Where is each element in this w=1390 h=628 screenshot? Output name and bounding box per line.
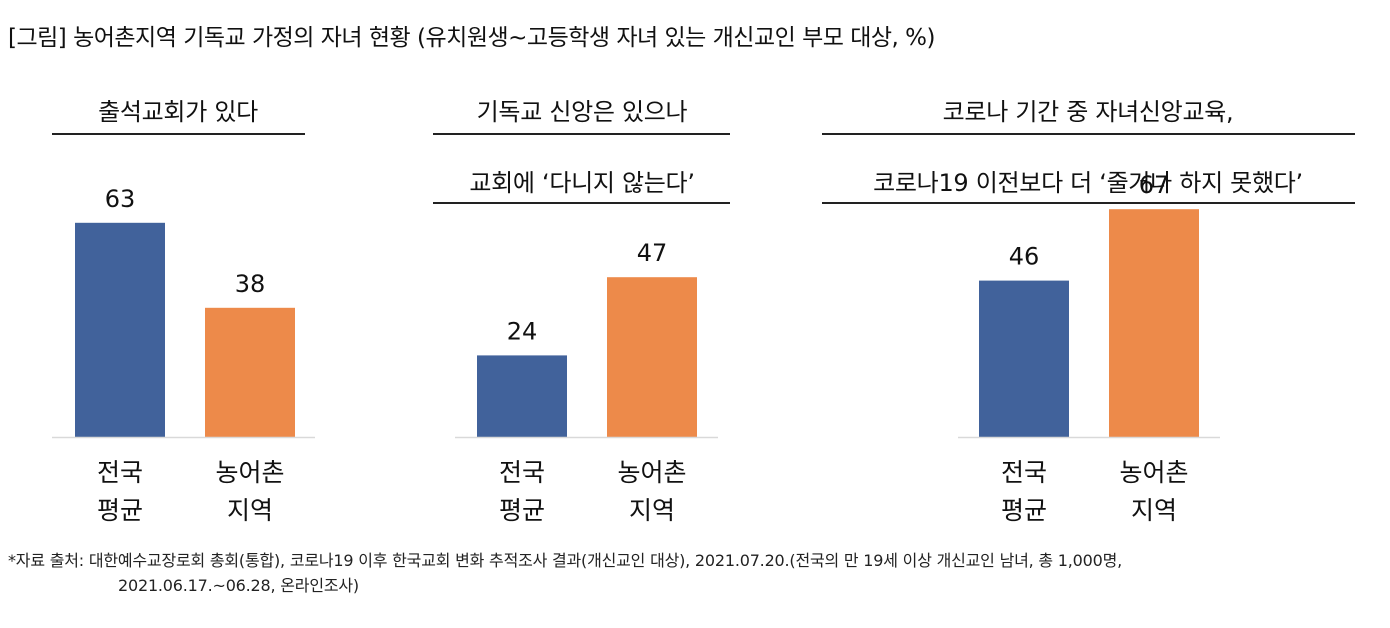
category-label-line: 농어촌 [1119, 458, 1189, 487]
chart-subtitle: 기독교 신앙은 있으나 [476, 98, 688, 126]
source-note: *자료 출처: 대한예수교장로회 총회(통합), 코로나19 이후 한국교회 변… [8, 548, 1122, 598]
category-label-line: 지역 [1130, 496, 1177, 525]
subtitle-underline [433, 202, 730, 204]
chart-subtitle: 코로나 기간 중 자녀신앙교육, [942, 98, 1234, 126]
bar-rural [607, 277, 697, 437]
bar-rural [205, 307, 295, 437]
data-label: 46 [1009, 243, 1040, 271]
category-label-line: 농어촌 [617, 458, 687, 487]
source-line-2: 2021.06.17.~06.28, 온라인조사) [118, 576, 359, 595]
subtitle-underline [822, 133, 1355, 135]
source-line-1: *자료 출처: 대한예수교장로회 총회(통합), 코로나19 이후 한국교회 변… [8, 551, 1122, 570]
category-label-line: 지역 [628, 496, 675, 525]
category-label-line: 평균 [498, 496, 545, 525]
category-label-line: 전국 [498, 458, 545, 487]
chart-subtitle: 교회에 ‘다니지 않는다’ [469, 169, 695, 197]
category-label-line: 평균 [96, 496, 143, 525]
data-label: 67 [1139, 171, 1170, 199]
bar-national [75, 222, 165, 437]
data-label: 47 [637, 239, 668, 267]
bar-national [979, 280, 1069, 437]
data-label: 63 [105, 185, 136, 213]
subtitle-underline [433, 133, 730, 135]
bar-national [477, 355, 567, 437]
category-label-line: 지역 [226, 496, 273, 525]
data-label: 38 [235, 270, 266, 298]
subtitle-underline [52, 133, 305, 135]
chart-subtitle: 출석교회가 있다 [98, 98, 258, 126]
data-label: 24 [507, 317, 538, 345]
category-label-line: 농어촌 [215, 458, 285, 487]
chart-subtitle: 코로나19 이전보다 더 ‘줄거나 하지 못했다’ [873, 169, 1303, 197]
category-label-line: 전국 [1000, 458, 1047, 487]
category-label-line: 평균 [1000, 496, 1047, 525]
category-label-line: 전국 [96, 458, 143, 487]
subtitle-underline [822, 202, 1355, 204]
figure-title: [그림] 농어촌지역 기독교 가정의 자녀 현황 (유치원생~고등학생 자녀 있… [8, 25, 935, 51]
bar-rural [1109, 209, 1199, 437]
